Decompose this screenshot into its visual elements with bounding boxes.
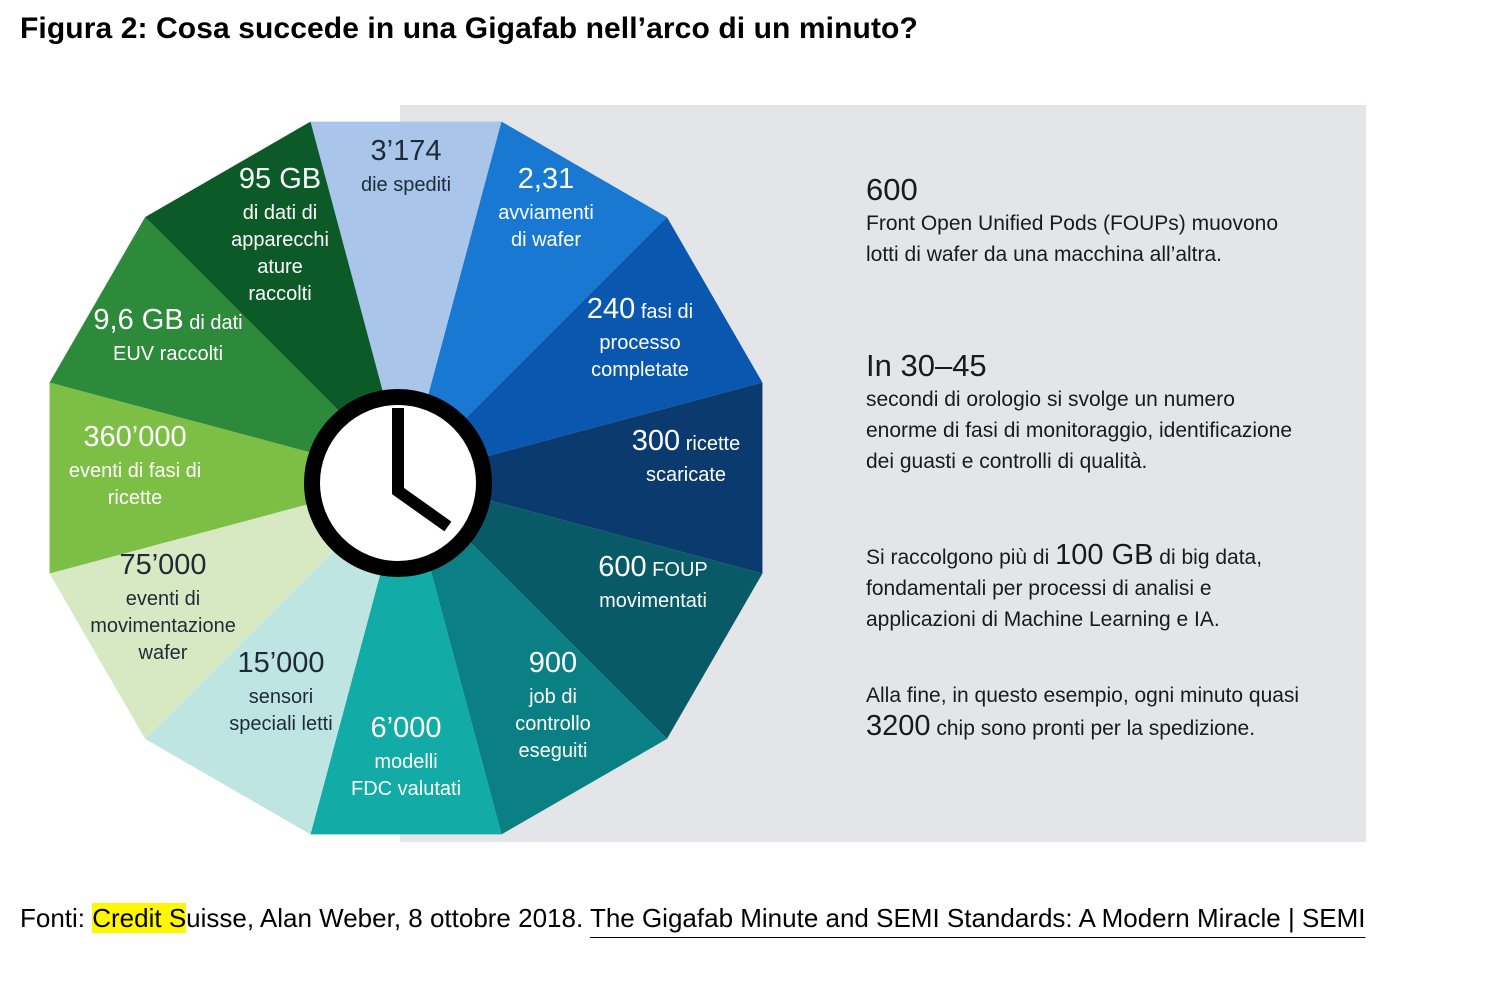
chips-text-pre: Alla fine, in questo esempio, ogni minut… [866, 684, 1300, 707]
wedge-label-modelli-fdc: 6’000 modelli FDC valutati [351, 712, 461, 800]
wedge-avviamenti-wafer [406, 121, 667, 479]
wedge-eventi-ricette [49, 382, 407, 574]
wedge-label-movimentazione-wafer: 75’000 eventi di movimentazione wafer [90, 549, 236, 664]
foups-info-block: 600 Front Open Unified Pods (FOUPs) muov… [866, 172, 1306, 270]
wedge-label-die-spediti: 3’174 die spediti [361, 135, 451, 196]
big-data-amount: 100 GB [1055, 539, 1154, 571]
sources-author-date: uisse, Alan Weber, 8 ottobre 2018. [186, 903, 590, 933]
seconds-description: secondi di orologio si svolge un numero … [866, 388, 1293, 473]
wedge-foup-movimentati [406, 478, 763, 739]
wedge-movimentazione-wafer [49, 478, 407, 739]
chips-count: 3200 [866, 710, 931, 742]
chips-info-block: Alla fine, in questo esempio, ogni minut… [866, 680, 1306, 744]
wedge-job-controllo [406, 478, 667, 835]
big-data-text-post: di big data, fondamentali per processi d… [866, 546, 1263, 631]
foups-description: Front Open Unified Pods (FOUPs) muovono … [866, 212, 1279, 266]
wedge-label-foup-movimentati: 600 FOUP movimentati [598, 551, 708, 612]
seconds-info-block: In 30–45 secondi di orologio si svolge u… [866, 348, 1306, 477]
wedge-label-job-controllo: 900 job di controllo eseguiti [515, 647, 591, 762]
wedge-die-spediti [310, 121, 502, 479]
sources-line: Fonti: Credit Suisse, Alan Weber, 8 otto… [20, 894, 1500, 943]
big-data-text-pre: Si raccolgono più di [866, 546, 1056, 569]
wedge-sensori-speciali [145, 478, 407, 835]
source-article-link[interactable]: The Gigafab Minute and SEMI Standards: A… [589, 903, 1366, 933]
seconds-range: In 30–45 [866, 348, 987, 383]
chips-text-post: chip sono pronti per la spedizione. [930, 717, 1256, 740]
wedge-euv-raccolti [49, 217, 407, 479]
wedge-label-avviamenti-wafer: 2,31 avviamenti di wafer [498, 163, 594, 251]
wedge-label-fasi-processo: 240 fasi di processo completate [587, 293, 693, 381]
wedge-label-eventi-ricette: 360’000 eventi di fasi di ricette [69, 421, 201, 509]
wedge-fasi-processo [406, 217, 763, 479]
wedge-modelli-fdc [310, 478, 502, 835]
wedge-dati-apparecchiature [145, 121, 407, 479]
sources-highlighted-text: Credit S [92, 903, 187, 933]
foups-count: 600 [866, 172, 918, 207]
wedge-label-dati-apparecchiature: 95 GB di dati di apparecchi ature raccolti [231, 163, 329, 305]
wedge-label-sensori-speciali: 15’000 sensori speciali letti [229, 647, 332, 735]
wedge-label-euv-raccolti: 9,6 GB di dati EUV raccolti [93, 304, 242, 365]
figure-title: Figura 2: Cosa succede in una Gigafab ne… [20, 12, 918, 45]
big-data-info-block: Si raccolgono più di 100 GB di big data,… [866, 540, 1306, 635]
clock-icon [304, 389, 492, 577]
wedge-label-ricette-scaricate: 300 ricette scaricate [632, 425, 740, 486]
sources-prefix: Fonti: [20, 903, 93, 933]
wedge-ricette-scaricate [406, 382, 763, 574]
